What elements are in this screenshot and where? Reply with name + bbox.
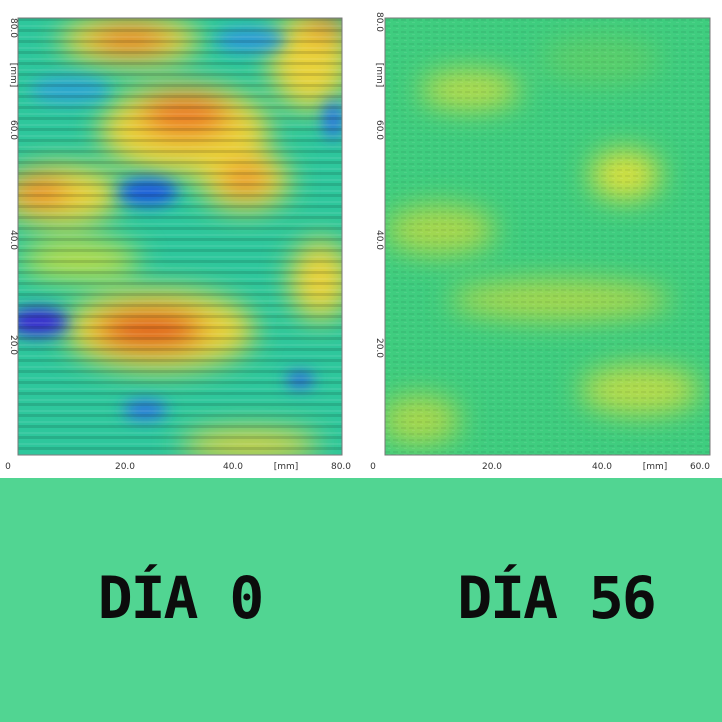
y-tick-label: 40.0 — [374, 230, 384, 250]
x-tick-label: 20.0 — [482, 462, 502, 472]
y-tick-label: 40.0 — [8, 230, 18, 250]
bottom-background — [0, 478, 722, 722]
caption: DÍA 56 — [457, 563, 655, 632]
heatmap-day-56 — [385, 18, 710, 455]
heatmap-day-0 — [18, 18, 342, 455]
y-tick-label: [mm] — [374, 63, 384, 88]
y-tick-label: 80.0 — [8, 18, 18, 38]
y-tick-label: [mm] — [8, 63, 18, 88]
x-tick-label: 20.0 — [115, 462, 135, 472]
origin-label: 0 — [5, 462, 11, 472]
y-tick-label: 20.0 — [374, 338, 384, 358]
y-tick-label: 60.0 — [374, 120, 384, 140]
y-tick-label: 60.0 — [8, 120, 18, 140]
labels: 80.0 [mm] 60.0 40.0 20.0 0 20.0 40.0 [mm] 80.0 80.… — [5, 12, 710, 472]
x-tick-label: 40.0 — [223, 462, 243, 472]
x-tick-label: 40.0 — [592, 462, 612, 472]
plot-frame — [384, 17, 711, 456]
plot-frame — [17, 17, 343, 456]
x-tick-label: 60.0 — [690, 462, 710, 472]
x-tick-label: [mm] — [274, 462, 299, 472]
y-tick-label: 20.0 — [8, 335, 18, 355]
y-tick-label: 80.0 — [374, 12, 384, 32]
x-tick-label: [mm] — [643, 462, 668, 472]
caption: DÍA 0 — [98, 563, 263, 632]
x-tick-label: 80.0 — [331, 462, 351, 472]
origin-label: 0 — [370, 462, 376, 472]
